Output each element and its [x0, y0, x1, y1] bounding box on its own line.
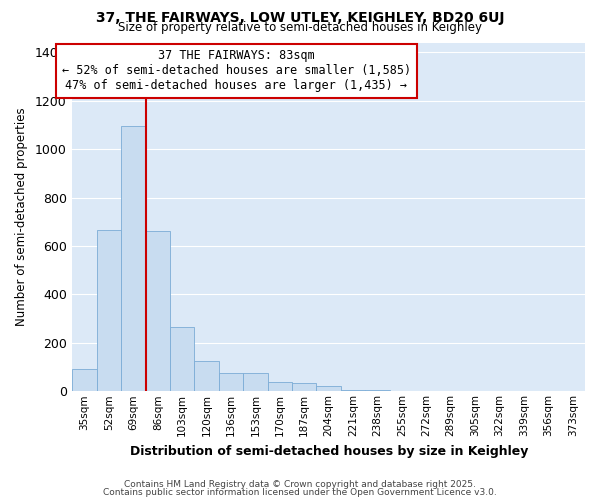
Text: Size of property relative to semi-detached houses in Keighley: Size of property relative to semi-detach…: [118, 21, 482, 34]
Text: 37 THE FAIRWAYS: 83sqm
← 52% of semi-detached houses are smaller (1,585)
47% of : 37 THE FAIRWAYS: 83sqm ← 52% of semi-det…: [62, 50, 411, 92]
Bar: [292, 383, 316, 392]
Bar: [97, 230, 121, 392]
Bar: [219, 373, 243, 392]
Bar: [390, 390, 414, 392]
Bar: [170, 327, 194, 392]
Text: 37, THE FAIRWAYS, LOW UTLEY, KEIGHLEY, BD20 6UJ: 37, THE FAIRWAYS, LOW UTLEY, KEIGHLEY, B…: [96, 11, 504, 25]
X-axis label: Distribution of semi-detached houses by size in Keighley: Distribution of semi-detached houses by …: [130, 444, 528, 458]
Bar: [146, 232, 170, 392]
Text: Contains public sector information licensed under the Open Government Licence v3: Contains public sector information licen…: [103, 488, 497, 497]
Bar: [268, 382, 292, 392]
Bar: [121, 126, 146, 392]
Bar: [316, 386, 341, 392]
Bar: [341, 390, 365, 392]
Bar: [194, 361, 219, 392]
Y-axis label: Number of semi-detached properties: Number of semi-detached properties: [15, 108, 28, 326]
Bar: [365, 390, 390, 392]
Bar: [243, 373, 268, 392]
Bar: [73, 370, 97, 392]
Text: Contains HM Land Registry data © Crown copyright and database right 2025.: Contains HM Land Registry data © Crown c…: [124, 480, 476, 489]
Bar: [414, 390, 439, 392]
